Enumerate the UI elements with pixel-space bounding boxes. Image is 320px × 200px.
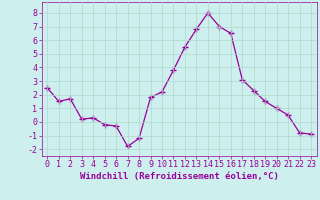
X-axis label: Windchill (Refroidissement éolien,°C): Windchill (Refroidissement éolien,°C) xyxy=(80,172,279,181)
